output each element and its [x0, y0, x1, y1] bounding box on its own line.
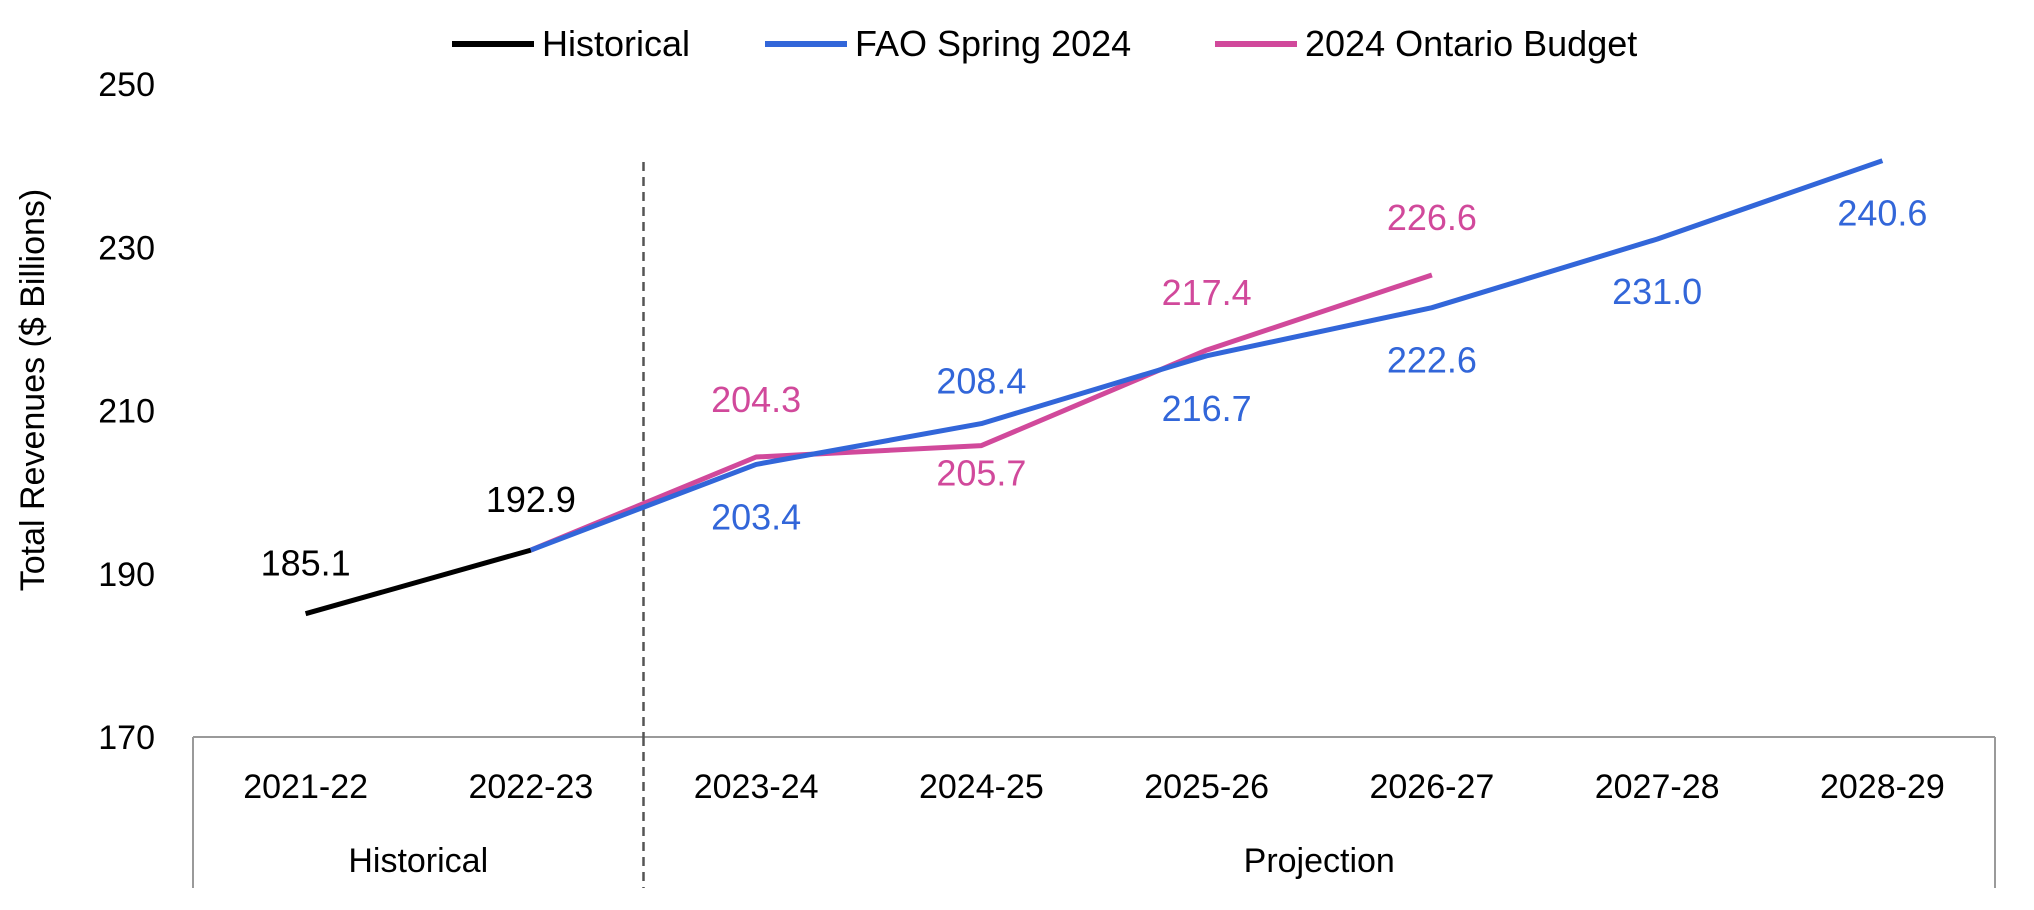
x-tick-label: 2024-25 [919, 768, 1044, 806]
x-tick-label: 2027-28 [1595, 768, 1720, 806]
y-axis: Total Revenues ($ Billions) 170 190 210 230… [14, 66, 155, 757]
x-tick-label: 2026-27 [1369, 768, 1494, 806]
x-tick-label: 2021-22 [243, 768, 368, 806]
data-label: 205.7 [936, 453, 1026, 494]
data-label: 185.1 [261, 543, 351, 584]
data-label: 217.4 [1162, 272, 1252, 313]
x-tick-label: 2025-26 [1144, 768, 1269, 806]
y-tick-label: 250 [98, 66, 155, 104]
y-tick-label: 230 [98, 229, 155, 267]
y-tick-label: 190 [98, 556, 155, 594]
data-label: 240.6 [1837, 193, 1927, 234]
legend-item: 2024 Ontario Budget [1215, 23, 1637, 64]
series-lines [304, 158, 1884, 617]
y-axis-title: Total Revenues ($ Billions) [14, 189, 52, 592]
legend-item: Historical [452, 23, 690, 64]
legend-label: 2024 Ontario Budget [1305, 23, 1637, 64]
group-label: Historical [348, 842, 488, 880]
data-label: 204.3 [711, 379, 801, 420]
series-line [304, 547, 532, 617]
legend: Historical FAO Spring 2024 2024 Ontario Bu… [452, 23, 1637, 64]
group-label: Projection [1244, 842, 1395, 880]
data-label: 203.4 [711, 496, 801, 537]
data-label: 231.0 [1612, 271, 1702, 312]
y-tick-label: 170 [98, 719, 155, 757]
legend-label: Historical [542, 23, 690, 64]
data-label: 216.7 [1162, 388, 1252, 429]
x-tick-label: 2022-23 [468, 768, 593, 806]
data-label: 192.9 [486, 479, 576, 520]
data-label: 222.6 [1387, 340, 1477, 381]
category-axis-frame [192, 736, 1996, 888]
x-tick-label: 2028-29 [1820, 768, 1945, 806]
y-tick-label: 210 [98, 393, 155, 431]
data-label: 226.6 [1387, 197, 1477, 238]
legend-label: FAO Spring 2024 [855, 23, 1131, 64]
series-line [530, 158, 1884, 553]
x-tick-label: 2023-24 [694, 768, 819, 806]
series-line [529, 272, 1433, 553]
data-labels: 185.1 192.9 203.4 208.4 216.7 222.6 231.0 240.6… [261, 193, 1928, 584]
legend-item: FAO Spring 2024 [765, 23, 1131, 64]
x-axis: 2021-22 2022-23 2023-24 2024-25 2025-26 2026-… [243, 768, 1945, 880]
data-label: 208.4 [936, 361, 1026, 402]
